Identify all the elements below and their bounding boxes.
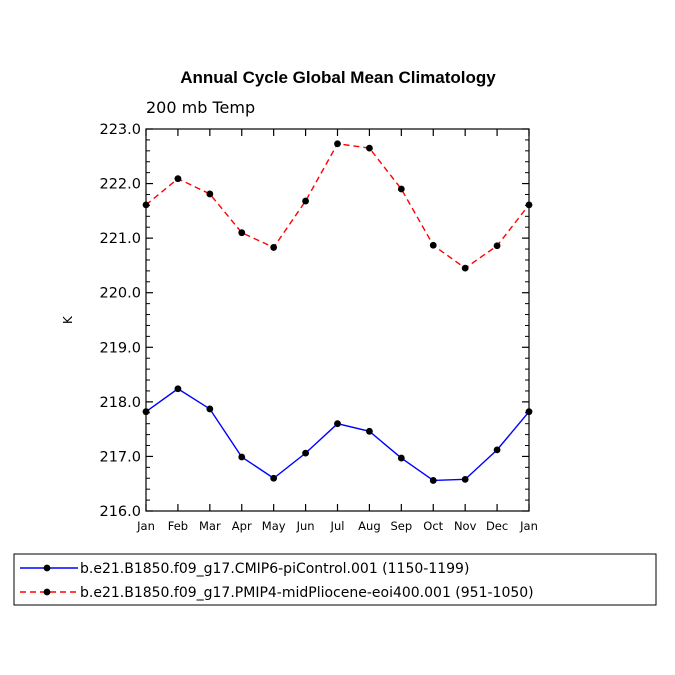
data-point-s1-2 [206,405,214,413]
data-point-s2-2 [206,190,214,198]
data-point-s2-6 [334,140,341,148]
data-point-s2-5 [302,197,309,205]
data-point-s1-3 [238,453,246,461]
data-point-s2-7 [366,144,373,152]
data-point-s1-5 [302,449,309,457]
x-tick-label: Jul [330,519,345,533]
x-tick-label: Sep [390,519,412,533]
x-tick-label: Nov [454,519,477,533]
data-point-s2-8 [397,185,405,193]
data-point-s1-6 [334,420,341,428]
data-point-s1-8 [397,454,405,462]
data-point-s1-12 [525,408,533,416]
data-point-s2-10 [461,264,469,272]
legend-label-1: b.e21.B1850.f09_g17.CMIP6-piControl.001 … [80,561,469,577]
legend: b.e21.B1850.f09_g17.CMIP6-piControl.001 … [20,561,534,601]
data-point-s2-0 [142,201,150,209]
data-point-s1-4 [270,474,278,482]
x-tick-label: Mar [199,519,221,533]
data-point-s2-11 [493,242,501,250]
data-point-s1-10 [461,475,469,483]
data-point-s2-12 [525,201,533,209]
y-tick-label: 223.0 [99,122,141,138]
data-point-s1-1 [174,385,182,393]
y-tick-label: 222.0 [99,177,141,193]
series-layer [142,140,533,484]
y-tick-label: 218.0 [99,395,141,411]
data-point-s2-9 [429,241,437,249]
x-tick-label: Jan [136,519,155,533]
y-tick-label: 219.0 [99,340,141,356]
y-tick-label: 216.0 [99,504,141,520]
legend-marker-2 [43,588,51,596]
y-axis-ticks: 216.0 217.0 218.0 219.0 220.0 221.0 222.0 223.0 [99,122,529,520]
x-tick-label: Jun [296,519,315,533]
legend-box [13,553,657,606]
legend-label-2: b.e21.B1850.f09_g17.PMIP4-midPliocene-eo… [80,585,534,601]
y-tick-label: 221.0 [99,231,141,247]
x-tick-label: Jan [519,519,538,533]
y-tick-label: 217.0 [99,449,141,465]
series-line-2 [145,142,530,270]
y-tick-label: 220.0 [99,286,141,302]
chart-title: Annual Cycle Global Mean Climatology [180,68,496,87]
data-point-s2-4 [270,244,278,251]
x-tick-label: May [262,519,286,533]
x-tick-label: Aug [358,519,380,533]
x-tick-label: Oct [423,519,443,533]
chart-subtitle: 200 mb Temp [146,98,255,117]
x-tick-label: Feb [168,519,188,533]
series-line-1 [145,387,530,482]
x-axis-ticks: Jan Feb Mar Apr May Jun Jul Aug Sep Oct Nov Dec Jan [136,129,538,533]
data-point-s2-3 [238,229,246,237]
data-point-s1-9 [429,477,437,484]
legend-marker-1 [43,564,51,572]
data-point-s1-7 [366,427,373,435]
x-tick-label: Dec [486,519,508,533]
data-point-s1-0 [142,408,150,416]
x-tick-label: Apr [232,519,252,533]
data-point-s1-11 [493,446,501,454]
data-point-s2-1 [174,175,182,183]
plot-frame [145,128,530,512]
y-axis-label: K [61,315,75,324]
